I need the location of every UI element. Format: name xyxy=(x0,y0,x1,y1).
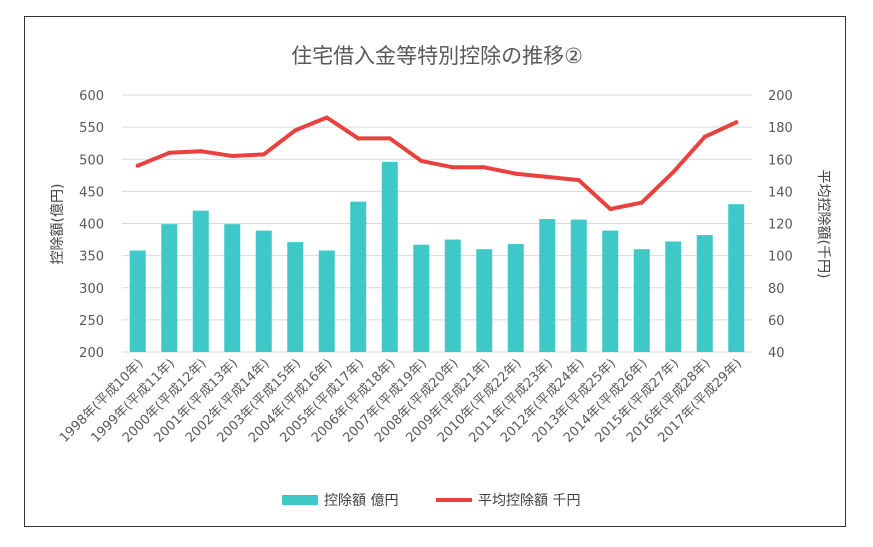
line-point xyxy=(167,150,172,155)
line-point xyxy=(513,171,518,176)
right-tick-label: 200 xyxy=(768,89,793,104)
right-tick-label: 100 xyxy=(768,250,793,265)
right-axis-ticks: 40 60 80 100 120 140 160 180 200 xyxy=(768,89,793,361)
left-tick-label: 200 xyxy=(79,346,104,361)
left-tick-label: 450 xyxy=(79,185,104,200)
right-tick-label: 140 xyxy=(768,185,793,200)
chart-title: 住宅借入金等特別控除の推移② xyxy=(291,44,583,68)
bar-series xyxy=(129,161,745,352)
line-point xyxy=(230,154,235,159)
bar xyxy=(539,219,556,352)
line-point xyxy=(671,170,676,175)
bar xyxy=(507,244,524,352)
x-axis-ticks: 1998年(平成10年)1999年(平成11年)2000年(平成12年)2001… xyxy=(57,356,745,446)
bar xyxy=(255,230,272,352)
right-tick-label: 40 xyxy=(768,346,785,361)
line-point xyxy=(135,163,140,168)
gridlines xyxy=(122,94,752,353)
line-path xyxy=(135,115,739,211)
left-tick-label: 600 xyxy=(79,89,104,104)
bar xyxy=(192,210,209,352)
line-point xyxy=(356,136,361,141)
legend: 控除額 億円 平均控除額 千円 xyxy=(282,493,580,509)
bar xyxy=(287,242,304,352)
left-axis-label: 控除額(億円) xyxy=(50,184,66,265)
bar xyxy=(665,241,682,352)
line-point xyxy=(639,200,644,205)
line-point xyxy=(419,158,424,163)
left-tick-label: 350 xyxy=(79,250,104,265)
legend-line-label: 平均控除額 千円 xyxy=(478,493,580,509)
bar xyxy=(444,239,461,352)
line-point xyxy=(198,149,203,154)
line-point xyxy=(261,152,266,157)
line-series xyxy=(135,115,739,212)
line-point xyxy=(293,128,298,133)
line-point xyxy=(324,115,329,120)
bar xyxy=(350,201,367,352)
line-point xyxy=(482,165,487,170)
line-point xyxy=(734,120,739,125)
left-tick-label: 500 xyxy=(79,153,104,168)
line-point xyxy=(545,174,550,179)
bar xyxy=(602,230,619,352)
left-tick-label: 550 xyxy=(79,121,104,136)
line-point xyxy=(450,165,455,170)
bar xyxy=(696,235,713,352)
line-point xyxy=(387,136,392,141)
bar xyxy=(129,250,146,352)
line-point xyxy=(702,134,707,139)
right-tick-label: 80 xyxy=(768,282,785,297)
bar xyxy=(381,161,398,352)
right-tick-label: 120 xyxy=(768,218,793,233)
legend-bar-label: 控除額 億円 xyxy=(324,493,398,509)
right-tick-label: 160 xyxy=(768,153,793,168)
left-tick-label: 400 xyxy=(79,218,104,233)
bar xyxy=(413,244,430,352)
bar xyxy=(728,204,745,352)
bar xyxy=(476,249,493,352)
left-tick-label: 250 xyxy=(79,314,104,329)
legend-bar-swatch xyxy=(282,495,318,505)
bar xyxy=(318,250,335,352)
line-point xyxy=(576,178,581,183)
right-axis-label: 平均控除額(千円) xyxy=(815,170,831,279)
bar xyxy=(633,249,650,352)
right-tick-label: 180 xyxy=(768,121,793,136)
bar xyxy=(224,224,241,352)
left-tick-label: 300 xyxy=(79,282,104,297)
bar xyxy=(161,224,178,352)
left-axis-ticks: 200 250 300 350 400 450 500 550 600 xyxy=(79,89,104,361)
line-point xyxy=(608,207,613,212)
bar xyxy=(570,219,587,352)
right-tick-label: 60 xyxy=(768,314,785,329)
